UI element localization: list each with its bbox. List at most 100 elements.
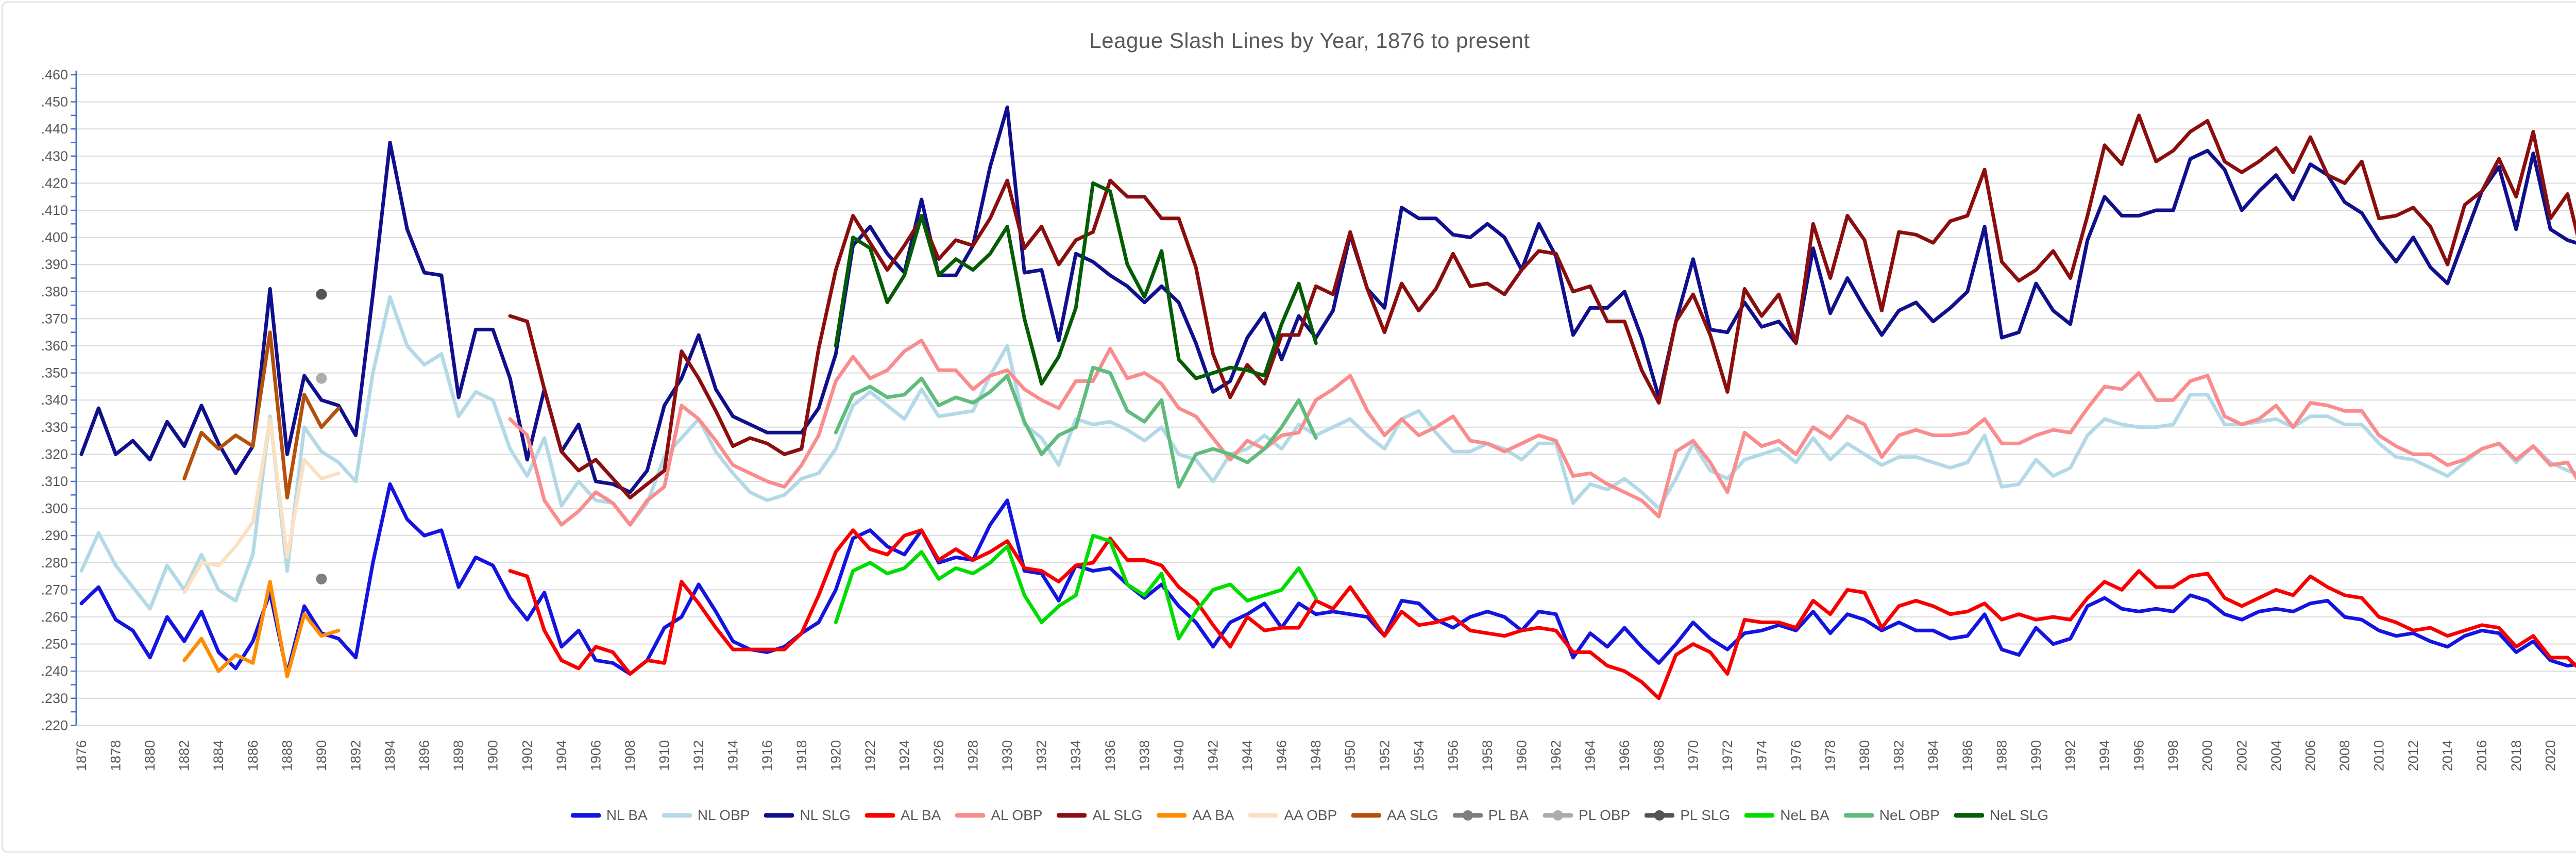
series-line-aa-obp: [182, 417, 341, 595]
legend-swatch-nl-slg-icon: [764, 813, 794, 818]
legend-item-nel-ba: NeL BA: [1744, 807, 1829, 824]
x-axis-label: 1912: [691, 740, 706, 771]
y-axis-label: .310: [41, 474, 68, 489]
series-line-aa-slg: [182, 330, 341, 500]
y-axis-label: .290: [41, 528, 68, 543]
legend-item-pl-slg: PL SLG: [1645, 807, 1730, 824]
y-axis-label: .420: [41, 175, 68, 191]
legend-swatch-nel-obp-icon: [1843, 813, 1874, 818]
y-axis-label: .340: [41, 392, 68, 408]
legend-label: AA SLG: [1387, 807, 1438, 823]
x-axis-label: 1998: [2165, 740, 2181, 771]
series-line-nl-obp: [79, 295, 2576, 611]
x-axis-label: 1916: [759, 740, 775, 771]
legend-swatch-pl-ba-icon: [1452, 810, 1483, 821]
x-axis-label: 1894: [382, 740, 398, 771]
x-axis-label: 1948: [1308, 740, 1324, 771]
x-axis-label: 1918: [794, 740, 809, 771]
series-line-al-obp: [508, 339, 2576, 527]
x-axis-label: 1900: [485, 740, 501, 771]
x-axis-label: 1914: [725, 740, 741, 771]
x-axis-label: 1966: [1617, 740, 1632, 771]
x-axis-label: 1960: [1514, 740, 1530, 771]
y-axis-label: .280: [41, 555, 68, 571]
x-axis-label: 1904: [554, 740, 569, 771]
x-axis-label: 1984: [1925, 740, 1941, 771]
legend-swatch-al-obp-icon: [955, 813, 986, 818]
x-axis-label: 1958: [1480, 740, 1495, 771]
legend-item-nel-slg: NeL SLG: [1954, 807, 2048, 824]
legend-label: NL OBP: [697, 807, 750, 823]
series-marker-pl-obp: [316, 373, 327, 384]
y-axis-label: .460: [41, 67, 68, 82]
series-line-nl-slg: [79, 105, 2576, 494]
legend-swatch-nel-slg-icon: [1954, 813, 1984, 818]
x-axis-label: 2006: [2302, 740, 2318, 771]
x-axis-label: 2018: [2509, 740, 2524, 771]
x-axis-label: 1994: [2097, 740, 2112, 771]
x-axis-label: 1932: [1034, 740, 1049, 771]
x-axis-label: 1962: [1548, 740, 1564, 771]
legend-label: NeL BA: [1780, 807, 1829, 823]
x-axis-label: 1896: [417, 740, 432, 771]
x-axis-label: 1878: [108, 740, 124, 771]
legend-swatch-pl-slg-icon: [1645, 810, 1675, 821]
series-line-nl-ba: [79, 482, 2576, 676]
legend: NL BA NL OBP NL SLG AL BA AL OBP AL SLG AA BA A…: [0, 807, 2576, 824]
y-axis-label: .260: [41, 609, 68, 625]
legend-swatch-aa-ba-icon: [1157, 813, 1187, 818]
legend-label: PL OBP: [1579, 807, 1631, 823]
x-axis-label: 1898: [451, 740, 466, 771]
legend-item-al-slg: AL SLG: [1057, 807, 1142, 824]
legend-swatch-al-ba-icon: [865, 813, 895, 818]
x-axis-label: 1942: [1205, 740, 1221, 771]
x-axis-label: 1902: [519, 740, 535, 771]
legend-swatch-aa-slg-icon: [1351, 813, 1382, 818]
chart-title: League Slash Lines by Year, 1876 to pres…: [1089, 28, 1530, 53]
legend-label: AL OBP: [991, 807, 1043, 823]
y-axis-label: .380: [41, 284, 68, 299]
y-axis-label: .430: [41, 148, 68, 164]
legend-label: NeL SLG: [1989, 807, 2049, 823]
y-axis-label: .440: [41, 121, 68, 137]
x-axis-label: 1890: [314, 740, 329, 771]
x-axis-label: 1934: [1068, 740, 1083, 771]
series-line-al-ba: [508, 528, 2576, 700]
legend-item-aa-ba: AA BA: [1157, 807, 1234, 824]
legend-label: PL BA: [1488, 807, 1529, 823]
x-axis-label: 1954: [1411, 740, 1427, 771]
legend-item-al-obp: AL OBP: [955, 807, 1042, 824]
y-axis-label: .330: [41, 420, 68, 435]
x-axis-label: 1944: [1240, 740, 1255, 771]
x-axis-label: 1986: [1960, 740, 1975, 771]
series-line-nel-ba: [834, 533, 1318, 641]
legend-swatch-nel-ba-icon: [1744, 813, 1775, 818]
x-axis-label: 1974: [1754, 740, 1769, 771]
x-axis-label: 1882: [177, 740, 192, 771]
x-axis-label: 2012: [2405, 740, 2421, 771]
legend-item-pl-ba: PL BA: [1452, 807, 1529, 824]
x-axis-label: 1920: [828, 740, 843, 771]
x-axis-label: 1980: [1857, 740, 1872, 771]
x-axis-label: 1940: [1171, 740, 1187, 771]
x-axis-label: 1906: [588, 740, 603, 771]
x-axis-label: 2004: [2268, 740, 2284, 771]
x-axis-label: 1922: [862, 740, 878, 771]
y-axis-label: .270: [41, 582, 68, 597]
legend-item-aa-obp: AA OBP: [1248, 807, 1337, 824]
x-axis-label: 1956: [1445, 740, 1461, 771]
legend-label: AL SLG: [1092, 807, 1143, 823]
x-axis-label: 1908: [622, 740, 638, 771]
y-axis-label: .300: [41, 501, 68, 516]
y-axis-label: .230: [41, 691, 68, 706]
legend-label: NL BA: [606, 807, 648, 823]
legend-label: NL SLG: [800, 807, 851, 823]
x-axis-label: 1928: [965, 740, 981, 771]
legend-swatch-aa-obp-icon: [1248, 813, 1279, 818]
legend-swatch-nl-obp-icon: [662, 813, 692, 818]
x-axis-label: 1978: [1823, 740, 1838, 771]
y-axis-label: .240: [41, 663, 68, 679]
y-axis-label: .400: [41, 230, 68, 245]
x-axis-label: 1990: [2028, 740, 2044, 771]
